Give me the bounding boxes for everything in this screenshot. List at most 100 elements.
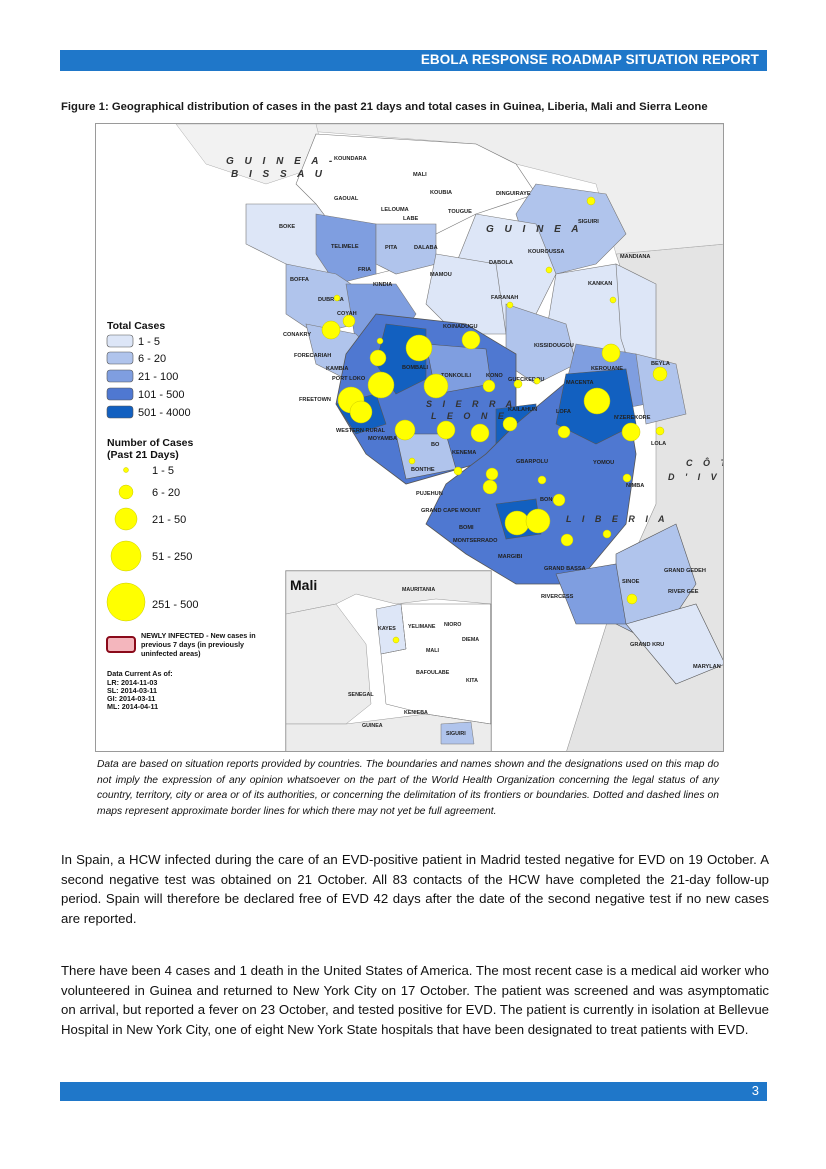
bubble — [369, 349, 387, 367]
mali-inset: Mali MAURITANIA KAYES YELIMANE NIORO DIE… — [285, 570, 492, 751]
label-bo: BO — [431, 442, 440, 448]
legend-swatch-3 — [106, 369, 134, 383]
label-dabola: DABOLA — [489, 260, 513, 266]
inset-mauritania-label: MAURITANIA — [402, 587, 435, 593]
legend-recent-item: 1 - 5 — [152, 465, 174, 477]
legend-total-item: 1 - 5 — [138, 336, 160, 348]
bubble — [408, 457, 416, 465]
label-bomi: BOMI — [459, 525, 474, 531]
inset-diema-label: DIEMA — [462, 637, 479, 643]
label-kerouane: KEROUANE — [591, 366, 623, 372]
label-mali: MALI — [413, 172, 427, 178]
bubble — [621, 422, 641, 442]
label-macenta: MACENTA — [566, 380, 594, 386]
label-koinadugu: KOINADUGU — [443, 324, 478, 330]
bubble — [482, 479, 498, 495]
bubble — [557, 425, 571, 439]
pita-dalaba-region — [375, 223, 437, 275]
bubble — [485, 467, 499, 481]
bubble — [333, 294, 341, 302]
label-faranah: FARANAH — [491, 295, 518, 301]
telimele-region — [315, 213, 377, 285]
label-lola: LOLA — [651, 441, 666, 447]
label-gueckedou: GUECKEDOU — [508, 377, 544, 383]
label-grand-kru: GRAND KRU — [630, 642, 664, 648]
bubble — [423, 373, 449, 399]
bubble — [461, 330, 481, 350]
legend-total-item: 501 - 4000 — [138, 407, 191, 419]
legend-total-item: 21 - 100 — [138, 371, 178, 383]
beyla-region — [635, 353, 687, 425]
label-kindia: KINDIA — [373, 282, 392, 288]
bubble — [394, 419, 416, 441]
label-labe: LABE — [403, 216, 418, 222]
data-current-lr: LR: 2014-11-03 — [107, 678, 157, 687]
bubble — [506, 301, 514, 309]
label-moyamba: MOYAMBA — [368, 436, 397, 442]
data-current-sl: SL: 2014-03-11 — [107, 686, 157, 695]
label-margibi: MARGIBI — [498, 554, 523, 560]
label-lelouma: LELOUMA — [381, 207, 409, 213]
label-siguiri: SIGUIRI — [578, 219, 599, 225]
label-sinoe: SINOE — [622, 579, 640, 585]
label-lofa: LOFA — [556, 409, 571, 415]
label-nzerekore: N'ZEREKORE — [614, 415, 651, 421]
bubble — [376, 337, 384, 345]
bubble — [552, 493, 566, 507]
map-legend: Total Cases 1 - 5 6 - 20 21 - 100 101 - … — [106, 320, 256, 711]
legend-recent-item: 21 - 50 — [152, 514, 186, 526]
bubble — [586, 196, 596, 206]
legend-newly-1: NEWLY INFECTED - New cases in — [141, 631, 256, 640]
bubble — [609, 296, 617, 304]
label-grand-cape-mount: GRAND CAPE MOUNT — [421, 508, 481, 514]
liberia-label: L I B E R I A — [566, 514, 669, 524]
label-rivercess: RIVERCESS — [541, 594, 574, 600]
bubble — [405, 334, 433, 362]
bubble — [342, 314, 356, 328]
guinea-label: G U I N E A — [486, 224, 582, 235]
bubble — [349, 400, 373, 424]
inset-kayes-label: KAYES — [378, 626, 396, 632]
bubble — [560, 533, 574, 547]
paragraph-spain: In Spain, a HCW infected during the care… — [61, 852, 769, 926]
label-boke: BOKE — [279, 224, 295, 230]
sierra-label-1: S I E R R A — [426, 399, 516, 409]
paragraph-usa: There have been 4 cases and 1 death in t… — [61, 963, 769, 1037]
inset-siguiri — [440, 721, 475, 745]
label-boffa: BOFFA — [290, 277, 309, 283]
inset-kita-label: KITA — [466, 678, 478, 684]
data-current-ml: ML: 2014-04-11 — [107, 702, 158, 711]
bubble — [513, 379, 523, 389]
bubble — [470, 423, 490, 443]
label-kailahun: KAILAHUN — [508, 407, 537, 413]
bubble — [622, 473, 632, 483]
label-grand-gedeh: GRAND GEDEH — [664, 568, 706, 574]
label-river-gee: RIVER GEE — [668, 589, 699, 595]
legend-total-item: 101 - 500 — [138, 389, 184, 401]
bubble — [652, 366, 668, 382]
label-kono: KONO — [486, 373, 503, 379]
label-kenema: KENEMA — [452, 450, 476, 456]
footer-bar: 3 — [60, 1082, 767, 1101]
header-bar: EBOLA RESPONSE ROADMAP SITUATION REPORT — [60, 50, 767, 71]
legend-recent-title-1: Number of Cases — [107, 437, 194, 449]
bubble — [453, 466, 463, 476]
label-pita: PITA — [385, 245, 397, 251]
legend-recent-item: 251 - 500 — [152, 599, 198, 611]
cote-label-2: D ' I V O I — [668, 472, 724, 482]
map-disclaimer: Data are based on situation reports prov… — [97, 759, 719, 817]
legend-bubble-4 — [110, 540, 142, 572]
label-kambia: KAMBIA — [326, 366, 348, 372]
label-dinguiraye: DINGUIRAYE — [496, 191, 531, 197]
legend-swatch-1 — [106, 334, 134, 348]
inset-yelimane-label: YELIMANE — [408, 624, 436, 630]
label-dalaba: DALABA — [414, 245, 438, 251]
cote-label-1: C Ô T — [686, 457, 724, 468]
inset-title: Mali — [290, 577, 317, 593]
inset-mali-districts — [380, 603, 492, 725]
bubble — [533, 377, 541, 385]
legend-swatch-5 — [106, 405, 134, 419]
label-mamou: MAMOU — [430, 272, 452, 278]
legend-total-title: Total Cases — [107, 320, 165, 332]
legend-bubble-2 — [118, 484, 134, 500]
